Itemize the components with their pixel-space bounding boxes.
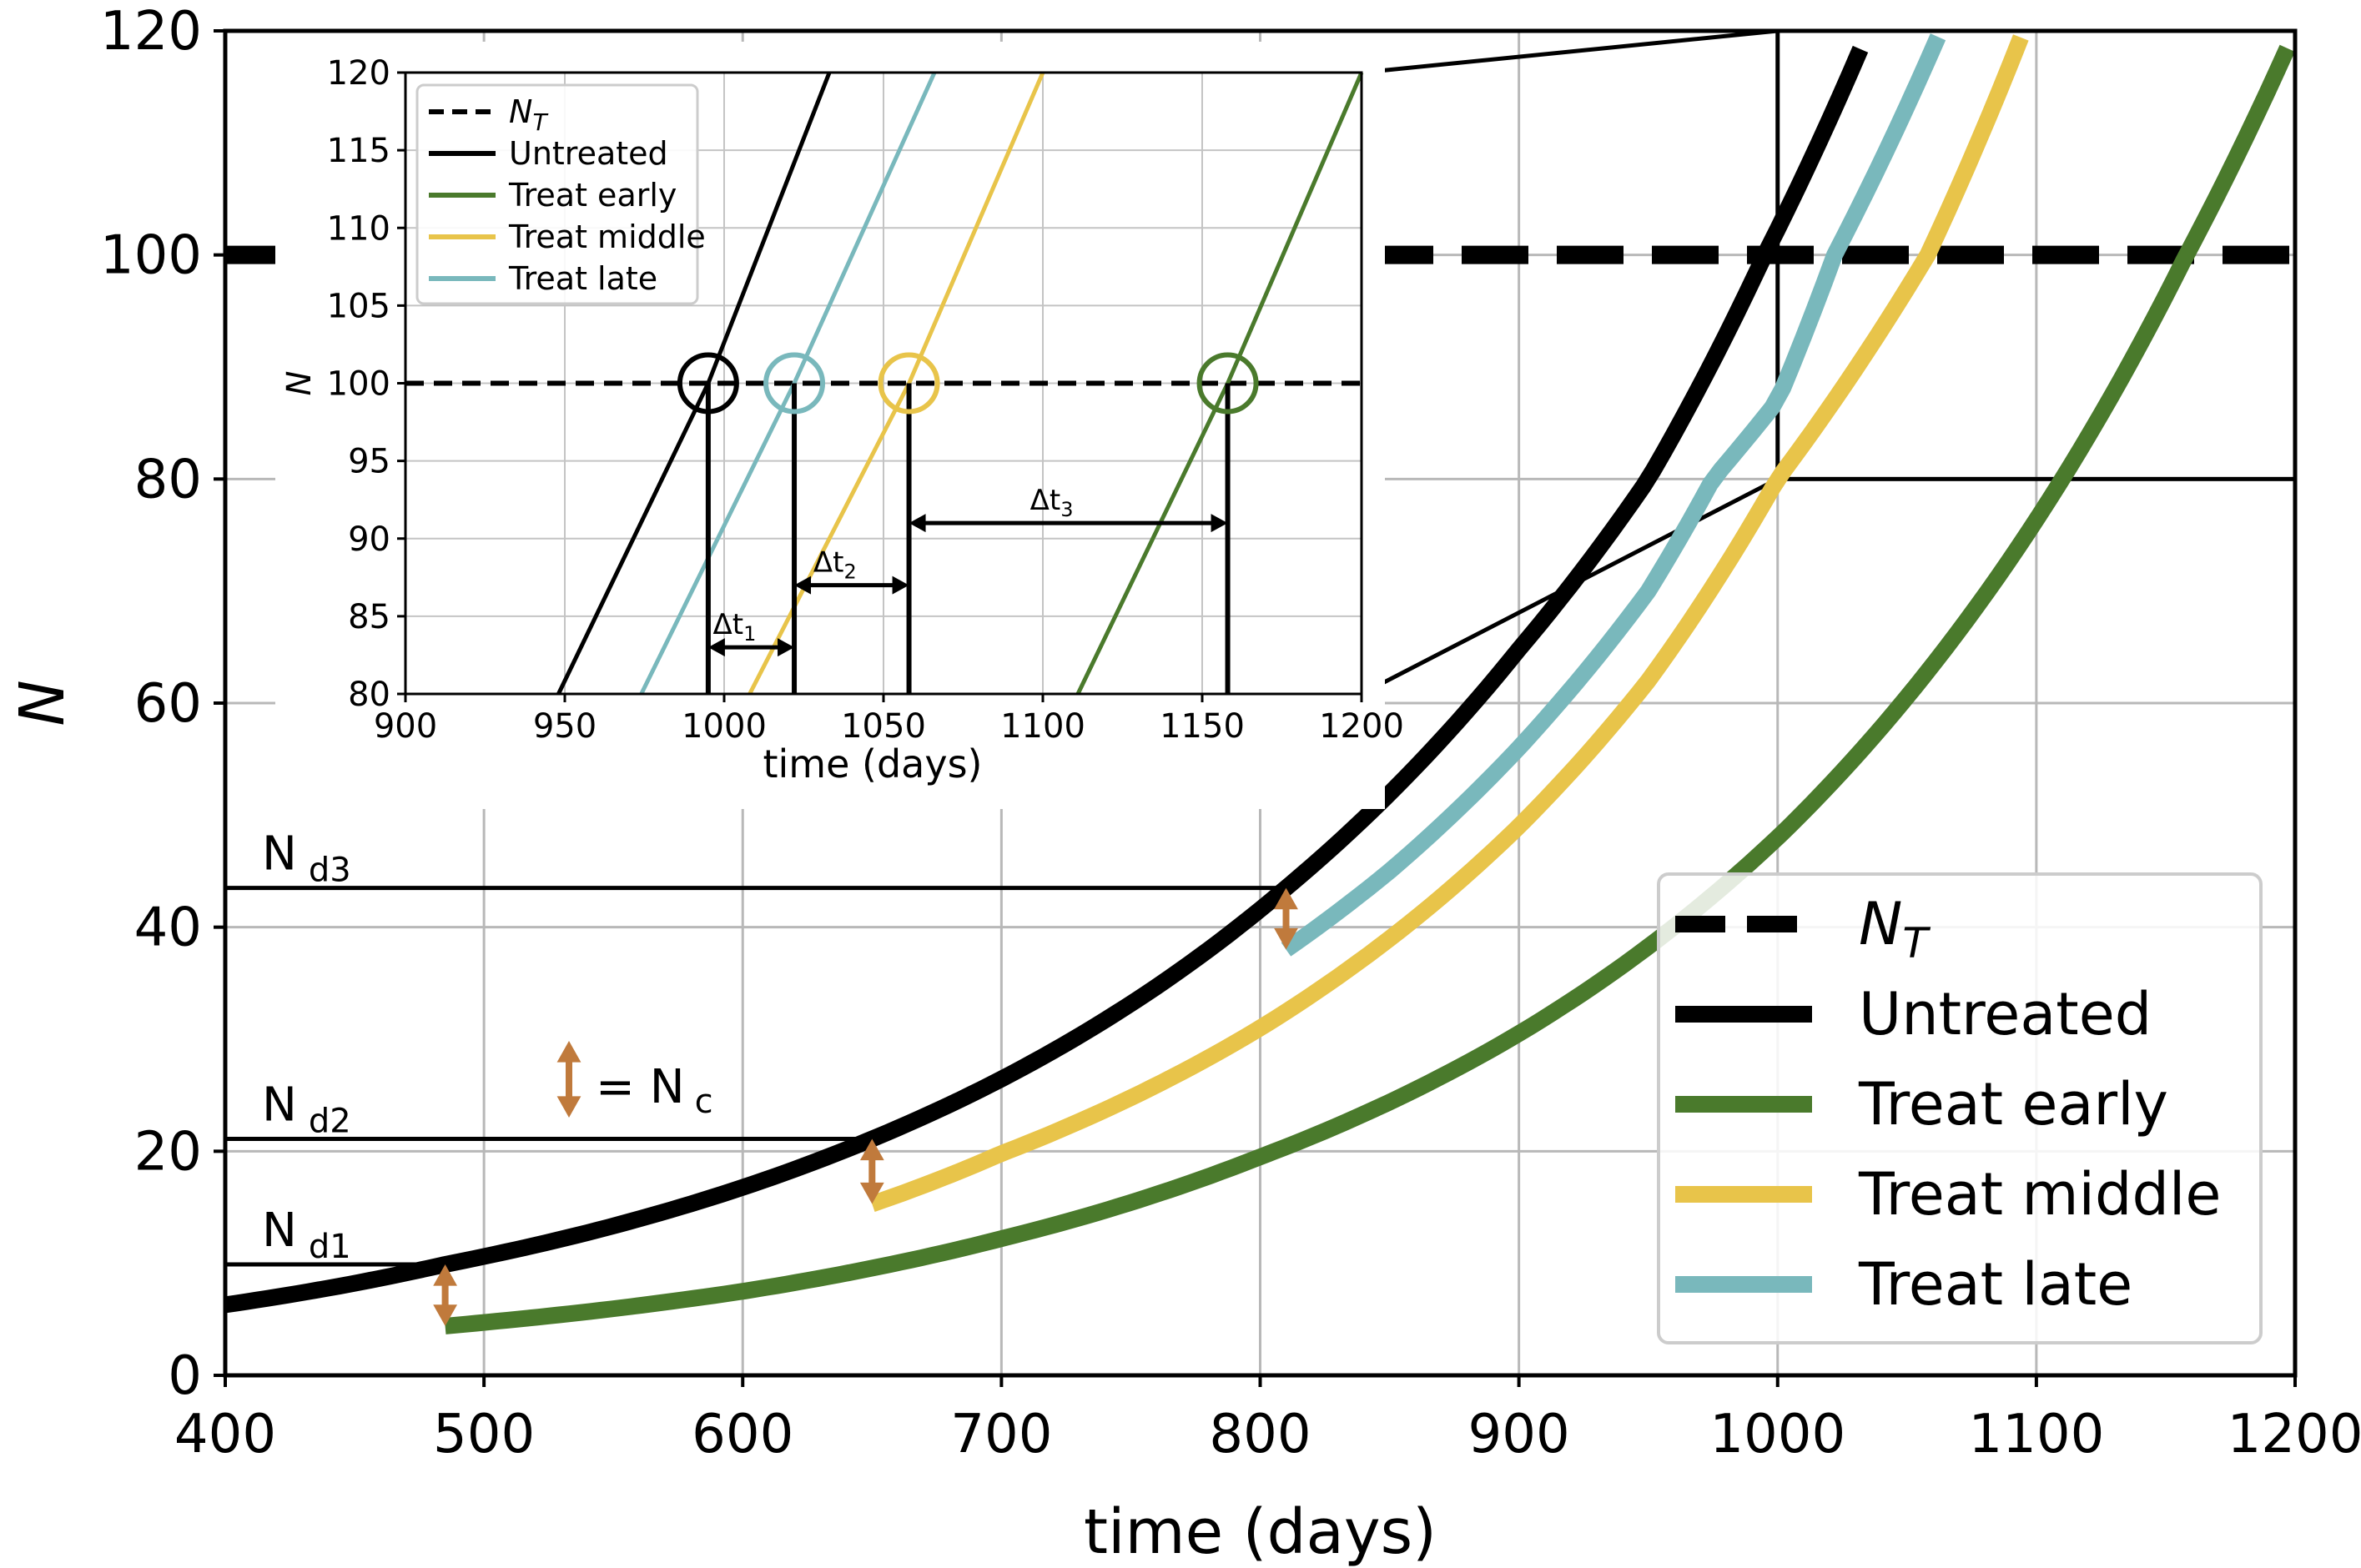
inset-interval-head-right xyxy=(892,575,909,595)
inset-interval-head-left xyxy=(707,638,725,657)
inset-ytick-label: 105 xyxy=(327,287,390,325)
inset-crossing-circle xyxy=(1196,352,1259,415)
main-series-line xyxy=(444,44,2295,1334)
main-xtick-label: 900 xyxy=(1468,1404,1570,1465)
inset-interval-label: Δt1 xyxy=(713,608,757,646)
main-drop-arrow-head-up xyxy=(859,1138,884,1161)
inset-legend-label: NT xyxy=(509,93,548,136)
inset-chart: Δt1 Δt2 Δt3 900 950 1000 1050 1100 1150 1200 80 85 9… xyxy=(275,42,1404,809)
main-drop-arrow-head-up xyxy=(433,1264,458,1286)
main-series-line xyxy=(869,34,2029,1212)
inset-xtick-label: 1050 xyxy=(841,707,926,746)
inset-xtick-label: 1200 xyxy=(1319,707,1404,746)
main-xtick-label: 800 xyxy=(1209,1404,1311,1465)
main-xtick-label: 1100 xyxy=(1968,1404,2104,1465)
main-legend: NT Untreated Treat early Treat middle Treat … xyxy=(1657,872,2263,1344)
main-legend-label: Treat late xyxy=(1858,1250,2132,1319)
main-ytick-label: 60 xyxy=(134,673,202,735)
main-ytick-label: 20 xyxy=(134,1121,202,1183)
main-axes-ticks: 400 500 600 700 800 900 1000 1100 1200 0 20 40 60 80 1… xyxy=(7,1,2361,1568)
zoom-connector-top xyxy=(1361,28,1778,75)
main-legend-label: Untreated xyxy=(1859,980,2152,1048)
main-ytick-label: 0 xyxy=(168,1345,202,1407)
inset-crossing-circle xyxy=(763,352,826,415)
inset-legend-label: Treat early xyxy=(508,177,677,214)
main-y-axis-label: N xyxy=(7,680,78,726)
inset-legend-label: Treat middle xyxy=(508,219,706,255)
main-legend-box xyxy=(1657,872,2263,1344)
inset-xtick-label: 950 xyxy=(533,707,597,746)
main-xtick-label: 700 xyxy=(950,1404,1052,1465)
main-ytick-label: 100 xyxy=(100,225,202,287)
main-xtick-label: 500 xyxy=(433,1404,535,1465)
inset-xtick-label: 1000 xyxy=(682,707,767,746)
main-nc-arrow-head-up xyxy=(556,1041,581,1063)
main-ytick-label: 40 xyxy=(134,897,202,959)
inset-crossing-circle xyxy=(677,352,739,415)
inset-legend-label: Untreated xyxy=(509,135,668,172)
inset-ytick-label: 95 xyxy=(348,443,390,481)
main-series-line xyxy=(224,45,1869,1314)
inset-interval-label: Δt3 xyxy=(1030,484,1074,521)
main-xtick-label: 1200 xyxy=(2228,1404,2361,1465)
main-legend-label: Treat middle xyxy=(1858,1160,2221,1229)
inset-ytick-label: 110 xyxy=(327,209,390,248)
main-ytick-label: 80 xyxy=(134,449,202,510)
inset-xtick-label: 1100 xyxy=(1000,707,1085,746)
inset-interval-label: Δt2 xyxy=(813,546,857,584)
main-x-axis-label: time (days) xyxy=(1084,1496,1437,1568)
main-xtick-label: 1000 xyxy=(1709,1404,1845,1465)
main-nc-arrow-head-down xyxy=(556,1096,581,1118)
main-legend-label: Treat early xyxy=(1858,1070,2168,1138)
inset-legend-box xyxy=(415,83,699,305)
inset-x-axis-label: time (days) xyxy=(763,741,982,787)
inset-crossing-circle xyxy=(878,352,940,415)
main-xtick-label: 600 xyxy=(692,1404,793,1465)
inset-legend-label: Treat late xyxy=(508,260,657,297)
main-series xyxy=(224,33,2295,1334)
main-legend-label: NT xyxy=(1859,890,1931,967)
main-drop-arrow-head-down xyxy=(859,1182,884,1204)
inset-interval-head-left xyxy=(909,514,926,533)
inset-interval-head-left xyxy=(794,575,812,595)
main-drop-arrow-head-down xyxy=(433,1304,458,1326)
inset-xtick-label: 900 xyxy=(374,707,437,746)
inset-ytick-label: 85 xyxy=(348,598,390,636)
inset-interval-head-right xyxy=(778,638,795,657)
inset-y-axis-label: N xyxy=(280,371,319,396)
inset-xtick-label: 1150 xyxy=(1160,707,1245,746)
inset-ytick-label: 120 xyxy=(327,54,390,93)
inset-interval-head-right xyxy=(1211,514,1228,533)
main-series-line xyxy=(1281,33,1946,957)
inset-ytick-label: 100 xyxy=(327,365,390,404)
inset-ytick-label: 90 xyxy=(348,520,390,559)
inset-ytick-label: 80 xyxy=(348,676,390,714)
inset-ytick-label: 115 xyxy=(327,132,390,170)
main-ytick-label: 120 xyxy=(100,1,202,63)
main-drop-arrow-head-up xyxy=(1274,887,1298,910)
main-drop-arrow-head-down xyxy=(1274,927,1298,950)
main-xtick-label: 400 xyxy=(174,1404,276,1465)
